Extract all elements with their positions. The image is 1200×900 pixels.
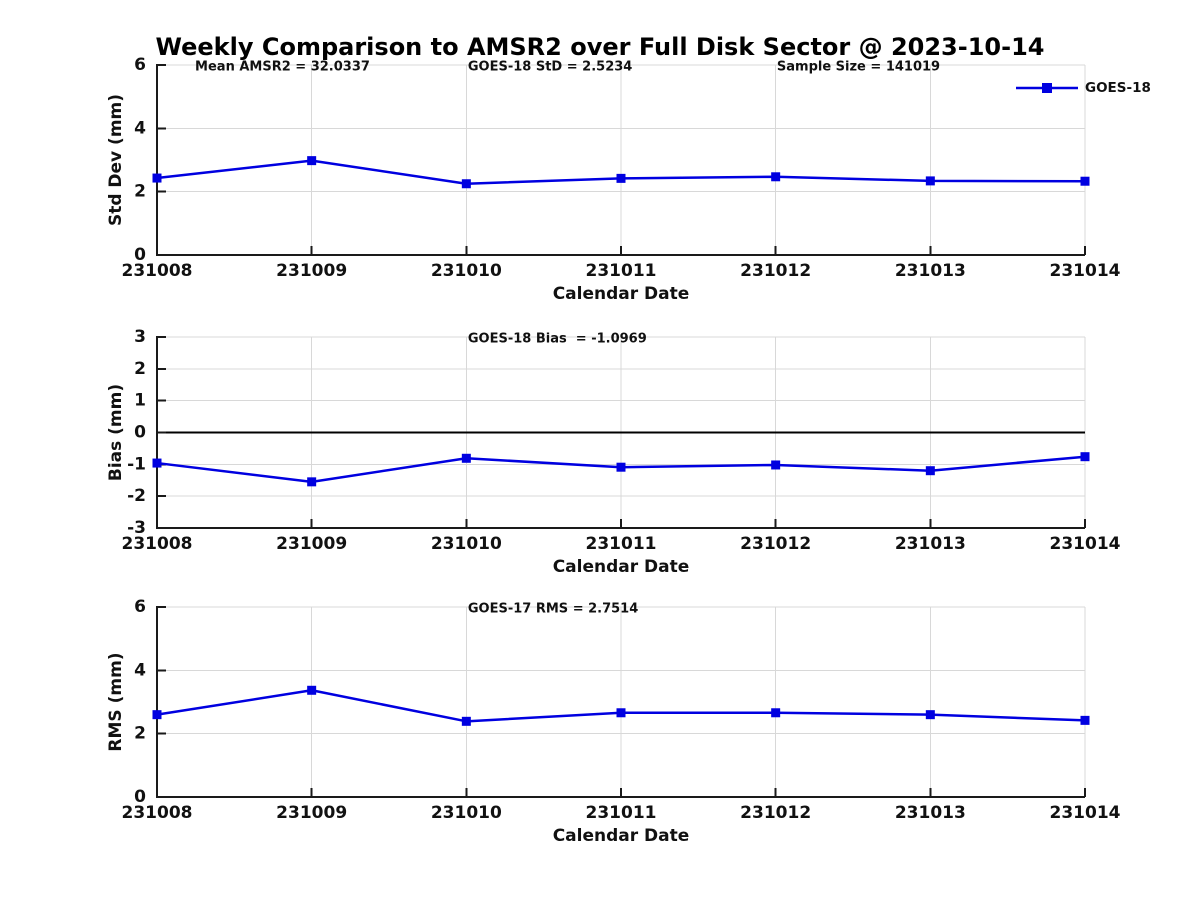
data-point-marker — [152, 710, 162, 720]
data-point-marker — [771, 172, 781, 182]
rms-plot: 0 2 4 6 231008 231009 231010 231011 231012 231013… — [106, 597, 1121, 846]
y-tick-label: 2 — [134, 359, 146, 379]
annotation-text: Mean AMSR2 = 32.0337 — [195, 60, 370, 75]
x-tick-label: 231010 — [431, 261, 502, 281]
data-point-marker — [1080, 176, 1090, 186]
annotation-text: GOES-17 RMS = 2.7514 — [468, 602, 638, 617]
y-tick-label: 0 — [134, 423, 146, 443]
x-tick-label: 231011 — [586, 261, 657, 281]
legend-label: GOES-18 — [1085, 80, 1151, 96]
x-tick-label: 231011 — [586, 534, 657, 554]
annotation-text: Sample Size = 141019 — [777, 60, 940, 75]
y-tick-label: -3 — [127, 518, 146, 538]
y-tick-label: 4 — [134, 118, 146, 138]
data-point-marker — [771, 460, 781, 470]
y-tick-label: 0 — [134, 245, 146, 265]
x-tick-label: 231013 — [895, 803, 966, 823]
data-point-marker — [616, 173, 626, 183]
y-tick-label: -1 — [127, 454, 146, 474]
y-tick-label: 1 — [134, 391, 146, 411]
legend: GOES-18 — [1016, 80, 1151, 96]
data-point-marker — [461, 453, 471, 463]
data-point-marker — [1080, 715, 1090, 725]
data-point-marker — [307, 477, 317, 487]
y-tick-label: 0 — [134, 787, 146, 807]
x-tick-label: 231008 — [122, 803, 193, 823]
x-axis-label: Calendar Date — [553, 826, 690, 846]
x-tick-label: 231008 — [122, 261, 193, 281]
data-point-marker — [152, 173, 162, 183]
x-tick-label: 231009 — [276, 261, 347, 281]
data-point-marker — [307, 156, 317, 166]
x-tick-label: 231013 — [895, 534, 966, 554]
data-point-marker — [461, 179, 471, 189]
x-tick-label: 231012 — [740, 803, 811, 823]
x-tick-label: 231012 — [740, 534, 811, 554]
x-tick-label: 231014 — [1050, 261, 1121, 281]
data-point-marker — [461, 716, 471, 726]
data-point-marker — [616, 708, 626, 718]
y-axis-label: Bias (mm) — [106, 384, 126, 481]
x-axis-label: Calendar Date — [553, 557, 690, 577]
data-point-marker — [771, 708, 781, 718]
x-tick-label: 231014 — [1050, 803, 1121, 823]
data-point-marker — [925, 466, 935, 476]
x-tick-label: 231010 — [431, 803, 502, 823]
y-tick-label: -2 — [127, 486, 146, 506]
data-point-marker — [925, 710, 935, 720]
x-tick-label: 231014 — [1050, 534, 1121, 554]
x-tick-label: 231013 — [895, 261, 966, 281]
y-tick-label: 3 — [134, 327, 146, 347]
std-dev-plot: 0 2 4 6 231008 231009 231010 231011 231012 231013… — [106, 55, 1151, 304]
data-point-marker — [616, 462, 626, 472]
annotation-text: GOES-18 Bias = -1.0969 — [468, 332, 647, 347]
x-tick-label: 231010 — [431, 534, 502, 554]
y-axis-label: Std Dev (mm) — [106, 94, 126, 226]
x-tick-label: 231008 — [122, 534, 193, 554]
data-point-marker — [152, 458, 162, 468]
y-tick-label: 2 — [134, 182, 146, 202]
data-point-marker — [1080, 452, 1090, 462]
x-tick-label: 231011 — [586, 803, 657, 823]
y-axis-label: RMS (mm) — [106, 652, 126, 751]
bias-plot: -3 -2 -1 0 1 2 3 231008 231009 231010 231011 231012… — [106, 327, 1121, 577]
data-point-marker — [925, 176, 935, 186]
y-tick-label: 6 — [134, 597, 146, 617]
x-axis-label: Calendar Date — [553, 284, 690, 304]
x-tick-label: 231009 — [276, 803, 347, 823]
y-tick-label: 6 — [134, 55, 146, 75]
data-point-marker — [307, 685, 317, 695]
x-tick-label: 231012 — [740, 261, 811, 281]
y-tick-label: 2 — [134, 724, 146, 744]
x-tick-label: 231009 — [276, 534, 347, 554]
legend-marker-icon — [1042, 83, 1052, 93]
annotation-text: GOES-18 StD = 2.5234 — [468, 60, 632, 75]
chart-title: Weekly Comparison to AMSR2 over Full Dis… — [155, 33, 1045, 61]
y-tick-label: 4 — [134, 660, 146, 680]
